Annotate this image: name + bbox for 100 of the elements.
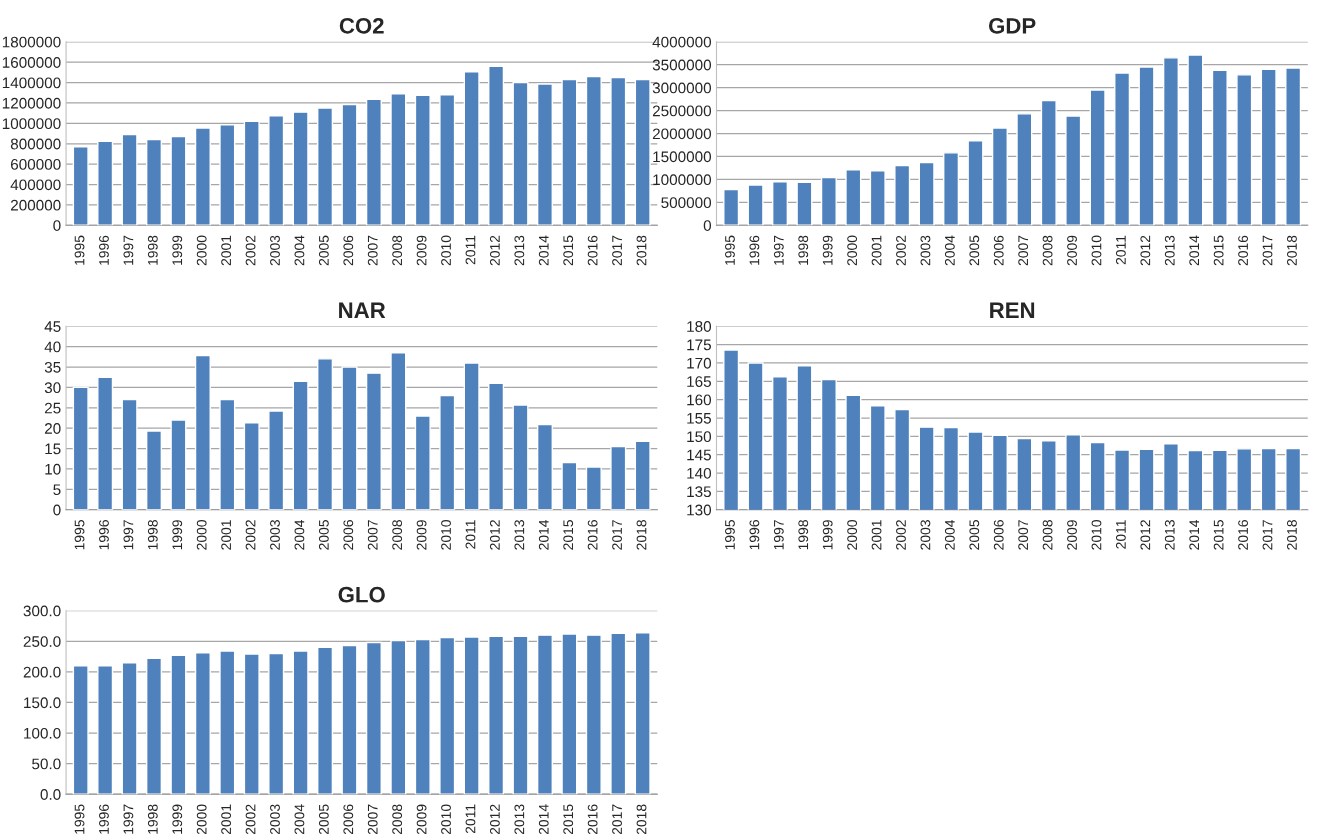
- y-tick-label: 150: [687, 431, 712, 443]
- x-tick-label: 2015: [563, 804, 574, 835]
- bar: [820, 176, 837, 226]
- y-tick-label: 0: [703, 220, 712, 231]
- bar: [439, 94, 456, 226]
- y-tick-label: 10: [45, 463, 61, 475]
- bar: [292, 650, 309, 795]
- bar: [1089, 89, 1106, 226]
- x-tick-label: 2007: [367, 520, 378, 550]
- x-tick-label: 1995: [725, 235, 735, 265]
- x-tick-label: 2001: [221, 235, 232, 266]
- bar: [243, 422, 260, 510]
- x-tick-label: 2012: [489, 804, 500, 835]
- bar: [991, 127, 1008, 226]
- x-tick-label: 2017: [1262, 235, 1273, 266]
- x-tick-label: 2009: [1067, 235, 1077, 266]
- bar: [463, 636, 480, 795]
- bar: [365, 641, 382, 795]
- bar: [72, 146, 89, 226]
- y-tick-label: 50.0: [32, 758, 61, 770]
- y-tick-label: 140: [687, 467, 712, 479]
- bar: [585, 75, 602, 226]
- bar: [439, 636, 456, 795]
- x-tick-label: 2016: [587, 520, 598, 550]
- bar: [1040, 99, 1057, 226]
- y-tick-label: 30: [44, 382, 61, 394]
- y-tick-label: 100.0: [24, 727, 61, 739]
- x-tick-label: 2011: [465, 235, 476, 265]
- x-tick-label: 2008: [1042, 520, 1053, 550]
- x-tick-label: 1999: [822, 520, 833, 550]
- x-tick-label: 2002: [245, 235, 256, 266]
- x-tick-label: 1997: [123, 804, 134, 834]
- x-tick-label: 1997: [773, 235, 784, 265]
- bar: [943, 152, 960, 226]
- bar: [170, 419, 187, 510]
- bar: [390, 93, 407, 226]
- x-tick-label: 2008: [392, 804, 403, 835]
- x-tick-label: 2002: [245, 520, 256, 550]
- bar: [1211, 69, 1228, 226]
- y-tick-label: 250.0: [23, 636, 61, 647]
- x-tick-label: 2006: [993, 520, 1004, 550]
- bar: [488, 65, 505, 226]
- bar: [723, 188, 740, 226]
- bar: [317, 107, 334, 226]
- y-tick-label: 4000000: [652, 36, 712, 48]
- bar: [170, 135, 187, 226]
- x-tick-label: 2003: [920, 235, 931, 266]
- bar: [414, 415, 431, 510]
- bar: [390, 352, 407, 510]
- x-tick-label: 2017: [612, 520, 622, 550]
- x-tick-label: 2015: [1213, 235, 1224, 266]
- x-tick-label: 2011: [1115, 235, 1126, 265]
- y-tick-label: 130: [687, 504, 712, 516]
- bar: [488, 382, 505, 510]
- chart-title: GDP: [988, 17, 1036, 34]
- bar: [463, 71, 480, 226]
- y-tick-label: 0.0: [40, 789, 61, 800]
- y-tick-label: 800000: [10, 138, 61, 150]
- y-tick-label: 20: [44, 423, 61, 434]
- x-tick-label: 2000: [847, 520, 858, 550]
- y-tick-label: 150.0: [24, 697, 61, 709]
- x-tick-label: 2014: [538, 235, 549, 266]
- y-tick-label: 35: [44, 361, 61, 373]
- bar: [796, 181, 813, 226]
- bar: [1114, 72, 1131, 226]
- x-tick-label: 1998: [798, 235, 809, 265]
- y-tick-label: 40: [44, 341, 61, 353]
- y-tick-label: 500000: [661, 197, 712, 209]
- bar: [634, 78, 651, 226]
- x-tick-label: 2008: [392, 235, 403, 266]
- x-tick-label: 2011: [465, 520, 476, 549]
- x-tick-label: 2012: [1140, 520, 1151, 550]
- x-tick-label: 2008: [1042, 235, 1053, 266]
- y-tick-label: 145: [687, 449, 711, 461]
- x-tick-label: 2016: [587, 235, 598, 266]
- bar: [219, 650, 236, 795]
- bar: [72, 386, 89, 510]
- x-tick-label: 2004: [944, 235, 955, 266]
- y-tick-label: 175: [687, 339, 711, 351]
- x-tick-label: 2006: [993, 235, 1004, 266]
- y-tick-label: 1000000: [2, 118, 61, 130]
- x-tick-label: 2014: [538, 519, 549, 550]
- y-tick-label: 160: [687, 394, 712, 406]
- x-tick-label: 2004: [294, 519, 305, 550]
- bar: [1138, 66, 1155, 226]
- y-tick-label: 3000000: [652, 82, 712, 94]
- x-tick-label: 2015: [563, 235, 574, 266]
- x-tick-label: 1997: [773, 520, 784, 550]
- x-tick-label: 2016: [1238, 235, 1248, 266]
- y-tick-label: 165: [687, 376, 711, 387]
- x-tick-label: 2002: [896, 235, 906, 266]
- x-tick-label: 2002: [896, 520, 906, 550]
- bar: [1236, 74, 1253, 226]
- x-tick-label: 2007: [367, 235, 378, 266]
- x-tick-label: 2006: [343, 235, 354, 266]
- x-tick-label: 2018: [1287, 520, 1297, 550]
- chart-title: CO2: [339, 17, 384, 34]
- bar: [341, 103, 358, 226]
- x-tick-label: 2005: [318, 804, 329, 835]
- bar: [97, 376, 114, 510]
